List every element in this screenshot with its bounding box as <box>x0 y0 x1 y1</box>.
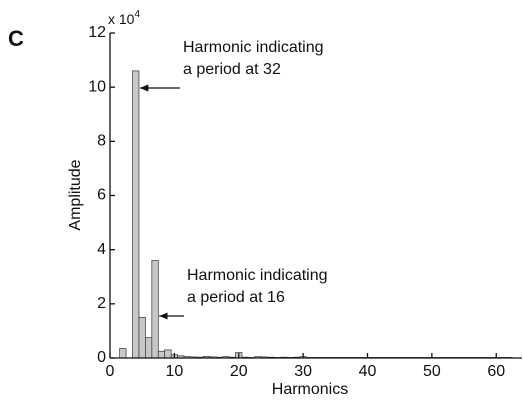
y-tick-label: 8 <box>97 133 106 150</box>
y-multiplier: x 104 <box>108 9 140 27</box>
x-tick-label: 0 <box>106 363 115 380</box>
panel-label: C <box>8 26 24 51</box>
x-tick-label: 60 <box>487 363 505 380</box>
bar <box>151 260 159 359</box>
annotation-text: Harmonic indicating <box>183 39 324 56</box>
y-tick-label: 10 <box>88 78 106 95</box>
y-multiplier-exponent: 4 <box>134 9 140 20</box>
x-tick-label: 40 <box>359 363 377 380</box>
bar <box>119 348 127 359</box>
bar <box>157 350 166 359</box>
y-axis-label: Amplitude <box>67 159 84 230</box>
bar <box>164 349 172 359</box>
y-tick-label: 0 <box>97 349 106 366</box>
y-multiplier-base: x 10 <box>108 11 135 27</box>
y-tick-label: 6 <box>97 187 106 204</box>
y-tick-label: 4 <box>97 241 106 258</box>
x-tick-label: 20 <box>230 363 248 380</box>
annotation-text: a period at 32 <box>183 61 281 78</box>
x-tick-label: 10 <box>165 363 183 380</box>
bar <box>145 337 153 359</box>
x-tick-label: 50 <box>423 363 441 380</box>
bar <box>138 317 146 359</box>
x-axis-label: Harmonics <box>272 381 348 398</box>
annotation-text: Harmonic indicating <box>187 267 328 284</box>
bar <box>132 70 140 359</box>
y-tick-label: 12 <box>88 24 106 41</box>
y-tick-label: 2 <box>97 295 106 312</box>
annotation-text: a period at 16 <box>187 289 285 306</box>
x-tick-label: 30 <box>294 363 312 380</box>
